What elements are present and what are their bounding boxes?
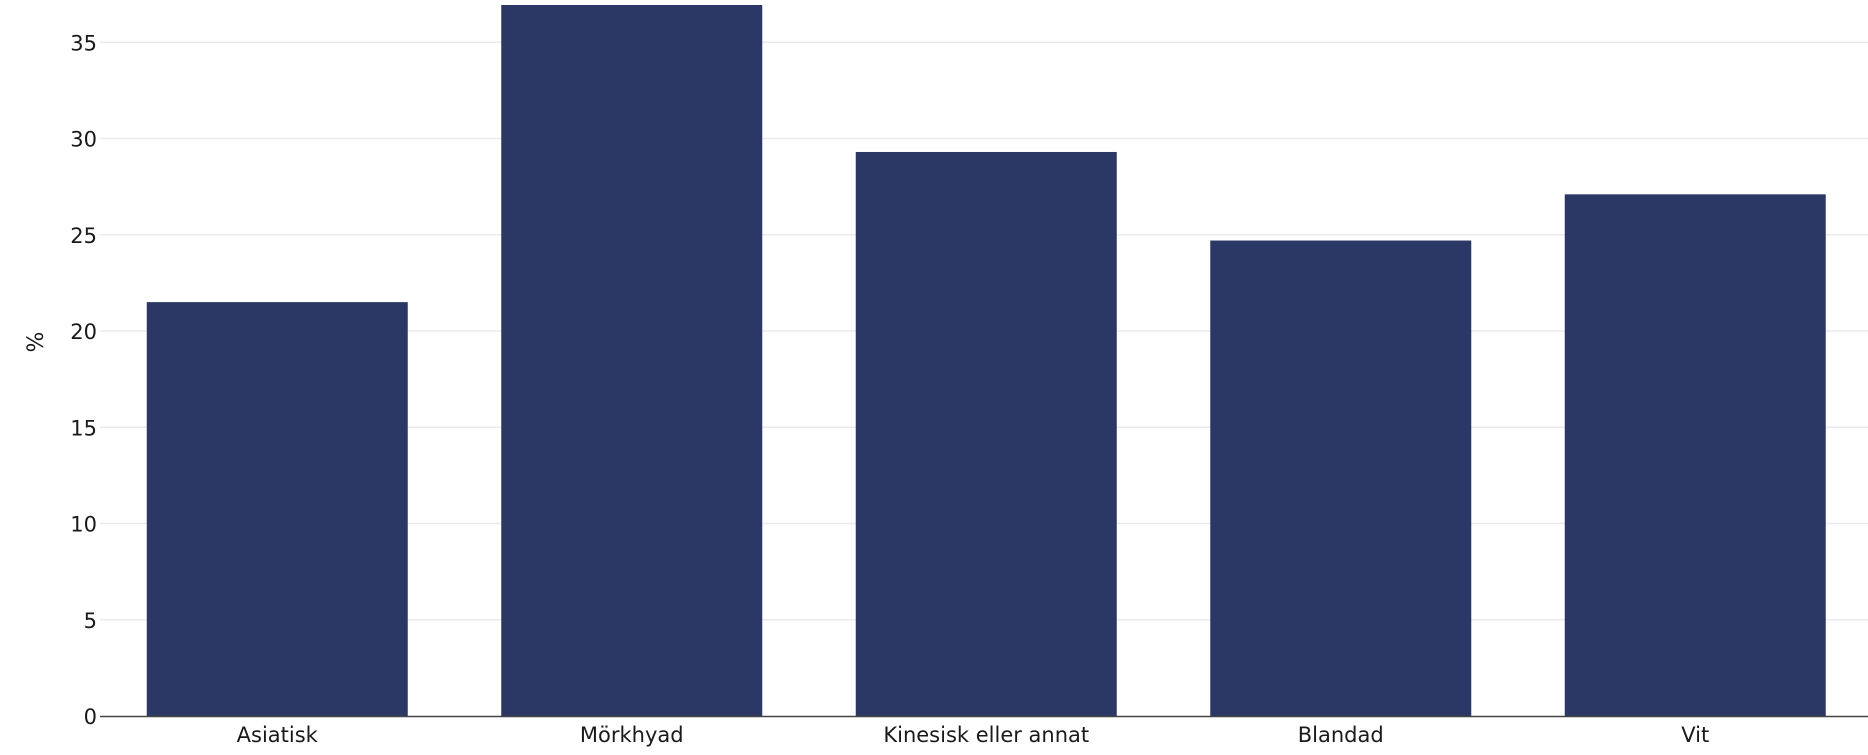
y-tick-label: 35	[70, 31, 97, 55]
x-tick-labels: Asiatisk Mörkhyad Kinesisk eller annat Blan…	[237, 723, 1710, 747]
bar-kinesisk-eller-annat	[855, 151, 1117, 717]
x-tick-label: Mörkhyad	[580, 723, 684, 747]
y-tick-labels: 0 5 10 15 20 25 30 35	[70, 31, 97, 729]
y-tick-label: 30	[70, 128, 97, 152]
y-axis-title: %	[24, 332, 49, 353]
bar-vit	[1564, 194, 1826, 716]
y-tick-label: 15	[70, 416, 97, 440]
y-tick-label: 0	[84, 705, 97, 729]
x-tick-label: Blandad	[1298, 723, 1384, 747]
bars	[146, 5, 1826, 717]
y-tick-label: 10	[70, 513, 97, 537]
y-tick-label: 5	[84, 609, 97, 633]
x-tick-label: Asiatisk	[237, 723, 319, 747]
y-tick-label: 25	[70, 224, 97, 248]
bar-asiatisk	[146, 302, 408, 716]
x-tick-label: Kinesisk eller annat	[883, 723, 1089, 747]
x-tick-label: Vit	[1681, 723, 1709, 747]
y-tick-label: 20	[70, 320, 97, 344]
bar-blandad	[1210, 240, 1472, 716]
bar-mörkhyad	[501, 5, 763, 716]
